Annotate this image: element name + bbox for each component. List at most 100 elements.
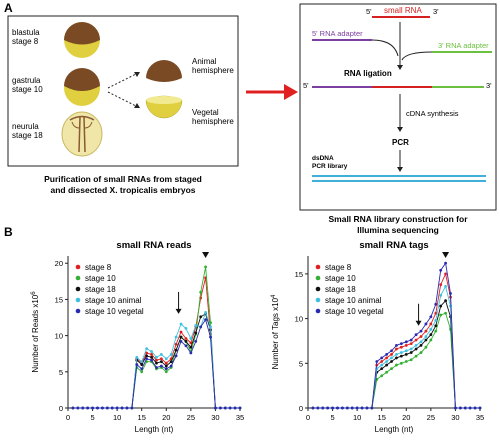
ligation-label: RNA ligation (344, 69, 392, 78)
y-tick-label: 0 (299, 404, 303, 413)
data-point (145, 357, 149, 361)
data-point (184, 340, 188, 343)
data-point (150, 355, 153, 359)
data-point (199, 315, 203, 319)
data-point (223, 406, 227, 410)
x-tick-label: 10 (353, 413, 361, 422)
data-point (395, 344, 398, 347)
data-point (444, 285, 447, 288)
data-point (404, 360, 408, 363)
data-point (105, 406, 109, 410)
data-point (150, 353, 153, 356)
data-point (336, 406, 339, 410)
data-point (164, 361, 168, 365)
x-axis-label: Length (nt) (375, 425, 414, 434)
legend-entry: stage 8 (85, 263, 112, 272)
data-point (199, 290, 203, 294)
data-point (390, 367, 393, 371)
data-point (159, 364, 163, 368)
data-point (414, 347, 418, 351)
data-point (395, 352, 398, 356)
data-point (110, 406, 114, 410)
data-point (399, 342, 403, 346)
data-point (468, 406, 472, 410)
data-point (238, 406, 242, 410)
data-point (204, 311, 208, 314)
data-point (380, 356, 384, 360)
data-point (419, 335, 423, 338)
x-tick-label: 15 (378, 413, 386, 422)
data-point (429, 327, 433, 331)
x-tick-label: 20 (162, 413, 170, 422)
chart-tags: small RNA tags 0 5 10 15 0 5 10 15 20 25 30 35 Length… (271, 240, 484, 434)
data-point (233, 406, 237, 410)
data-point (159, 357, 163, 361)
data-point (414, 344, 418, 347)
x-tick-label: 0 (66, 413, 70, 422)
data-point (169, 353, 173, 356)
cdna-label: cDNA synthesis (406, 109, 459, 118)
data-point (419, 329, 423, 333)
blastula-name: blastula (12, 28, 40, 37)
animal-label-2: hemisphere (192, 66, 234, 75)
chart-title: small RNA tags (359, 240, 428, 251)
legend-marker (315, 308, 321, 314)
y-tick-label: 5 (299, 359, 303, 368)
data-point (145, 347, 149, 351)
data-point (409, 351, 413, 354)
data-point (434, 302, 438, 306)
split-arrows (107, 71, 141, 109)
legend-entry: stage 10 (325, 274, 356, 283)
data-point (419, 340, 423, 344)
data-point (331, 406, 334, 410)
data-point (145, 351, 149, 355)
small-rna-5prime: 5' (366, 7, 372, 16)
data-point (390, 349, 393, 353)
data-point (439, 304, 443, 308)
ligation-arrow-head (397, 65, 403, 70)
data-point (140, 360, 144, 364)
data-point (414, 354, 418, 358)
legend-marker (315, 275, 321, 281)
data-point (345, 406, 349, 410)
data-point (385, 363, 389, 367)
data-point (140, 370, 144, 374)
data-point (444, 272, 447, 276)
x-tick-label: 5 (90, 413, 94, 422)
legend-marker (75, 275, 81, 281)
data-point (478, 406, 482, 410)
animal-hemisphere (146, 60, 182, 82)
gastrula-name: gastrula (12, 76, 41, 85)
small-rna-label: small RNA (384, 6, 422, 15)
neurula-name: neurula (12, 122, 39, 131)
data-point (429, 322, 433, 326)
data-point (449, 292, 452, 295)
data-point (155, 358, 158, 362)
data-point (164, 370, 168, 374)
cdna-arrow-head (397, 127, 403, 132)
peak-triangle-marker (202, 252, 210, 258)
ligated-5prime: 5' (303, 81, 309, 90)
data-point (439, 313, 443, 317)
data-point (404, 344, 408, 347)
annotation-arrow-head (175, 308, 182, 314)
x-tick-label: 5 (330, 413, 334, 422)
data-point (463, 406, 467, 410)
data-point (184, 326, 188, 330)
data-point (385, 360, 389, 363)
data-point (360, 406, 364, 410)
ligation-arrows (371, 22, 433, 66)
data-point (204, 265, 208, 269)
data-point (424, 329, 428, 333)
data-point (209, 335, 212, 339)
legend-marker (75, 297, 81, 303)
data-point (390, 360, 393, 363)
legend-marker (75, 264, 81, 270)
data-point (380, 363, 384, 367)
data-point (473, 406, 477, 410)
legend-marker (315, 297, 321, 303)
legend-marker (75, 286, 81, 292)
y-tick-label: 15 (55, 295, 63, 304)
legend-entry: stage 10 (85, 274, 116, 283)
data-point (321, 406, 325, 410)
